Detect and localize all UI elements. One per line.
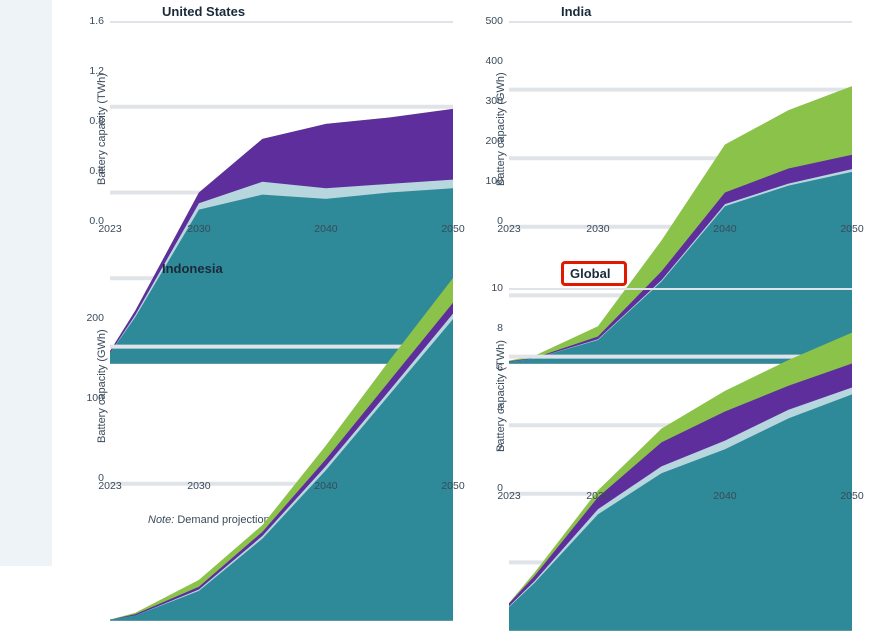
chart-title-text: United States	[162, 4, 245, 19]
chart-title-text: Indonesia	[162, 261, 223, 276]
chart-panel-us: United States Battery capacity (TWh)0.00.…	[94, 4, 453, 247]
y-tick-label: 300	[485, 95, 509, 107]
chart-wrap: Battery capacity (GWh)0100200 2023 2030 204…	[94, 278, 453, 494]
x-tick-label: 2040	[314, 223, 337, 235]
x-axis: 2023203020402050	[509, 221, 852, 237]
chart-title-text: Global	[561, 261, 627, 286]
x-tick-label: 2050	[441, 223, 464, 235]
x-axis: 2023203020402050	[110, 478, 453, 494]
y-tick-label: 6	[497, 362, 509, 374]
plot-area: 0100200	[110, 278, 453, 478]
chart-column: 01002002023203020402050	[110, 278, 453, 494]
y-axis-label: Battery capacity (TWh)	[493, 288, 509, 504]
y-tick-label: 4	[497, 402, 509, 414]
plot-area: 0246810	[509, 288, 852, 488]
plot-area: 0100200300400500	[509, 21, 852, 221]
x-tick-label: 2040	[713, 490, 736, 502]
chart-grid: United StatesBattery capacity (TWh)0.00.…	[94, 4, 852, 504]
page: United StatesBattery capacity (TWh)0.00.…	[0, 0, 880, 566]
y-tick-label: 200	[86, 312, 110, 324]
chart-column: 01002003004005002023203020402050	[509, 21, 852, 237]
x-axis: 2023203020402050	[509, 488, 852, 504]
chart-column: 0.00.40.81.21.62023203020402050	[110, 21, 453, 237]
y-axis-label: Battery capacity (GWh)	[94, 278, 110, 494]
y-tick-label: 0.8	[89, 115, 110, 127]
chart-title: Global	[493, 261, 852, 286]
chart-panel-india: India Battery capacity (GWh)0100200300400…	[493, 4, 852, 247]
y-tick-label: 1.6	[89, 15, 110, 27]
chart-wrap: Battery capacity (TWh)0.00.40.81.21.6 202…	[94, 21, 453, 237]
x-tick-label: 2030	[586, 223, 609, 235]
x-tick-label: 2040	[713, 223, 736, 235]
x-tick-label: 2023	[98, 480, 121, 492]
y-tick-label: 100	[86, 392, 110, 404]
x-axis: 2023203020402050	[110, 221, 453, 237]
x-tick-label: 2050	[441, 480, 464, 492]
chart-wrap: Battery capacity (TWh)0246810 2023 2030 204…	[493, 288, 852, 504]
x-tick-label: 2023	[497, 490, 520, 502]
chart-column: 02468102023203020402050	[509, 288, 852, 504]
left-gutter	[0, 0, 52, 566]
chart-title: United States	[94, 4, 453, 19]
y-tick-label: 200	[485, 135, 509, 147]
y-tick-label: 8	[497, 322, 509, 334]
chart-title: Indonesia	[94, 261, 453, 276]
x-tick-label: 2023	[497, 223, 520, 235]
y-tick-label: 400	[485, 55, 509, 67]
y-tick-label: 2	[497, 442, 509, 454]
x-tick-label: 2040	[314, 480, 337, 492]
chart-wrap: Battery capacity (GWh)0100200300400500 20…	[493, 21, 852, 237]
content-area: United StatesBattery capacity (TWh)0.00.…	[52, 0, 880, 566]
y-tick-label: 1.2	[89, 65, 110, 77]
y-tick-label: 500	[485, 15, 509, 27]
y-tick-label: 100	[485, 175, 509, 187]
y-tick-label: 10	[491, 282, 509, 294]
chart-svg	[509, 288, 852, 631]
chart-panel-indonesia: Indonesia Battery capacity (GWh)0100200 20…	[94, 261, 453, 504]
x-tick-label: 2030	[187, 480, 210, 492]
plot-area: 0.00.40.81.21.6	[110, 21, 453, 221]
chart-svg	[110, 278, 453, 621]
chart-title: India	[493, 4, 852, 19]
y-axis-label: Battery capacity (GWh)	[493, 21, 509, 237]
y-axis-label: Battery capacity (TWh)	[94, 21, 110, 237]
x-tick-label: 2023	[98, 223, 121, 235]
x-tick-label: 2030	[187, 223, 210, 235]
y-tick-label: 0.4	[89, 165, 110, 177]
x-tick-label: 2030	[586, 490, 609, 502]
chart-panel-global: Global Battery capacity (TWh)0246810 2023 2…	[493, 261, 852, 504]
x-tick-label: 2050	[840, 223, 863, 235]
x-tick-label: 2050	[840, 490, 863, 502]
chart-title-text: India	[561, 4, 591, 19]
